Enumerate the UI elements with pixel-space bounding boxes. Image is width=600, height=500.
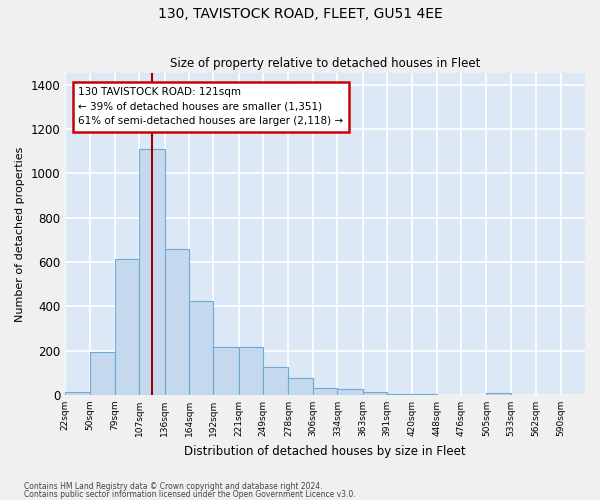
Text: 130 TAVISTOCK ROAD: 121sqm
← 39% of detached houses are smaller (1,351)
61% of s: 130 TAVISTOCK ROAD: 121sqm ← 39% of deta… [78, 86, 343, 126]
Bar [189, 300, 214, 395]
Bar [89, 352, 115, 395]
Y-axis label: Number of detached properties: Number of detached properties [15, 146, 25, 322]
Bar [289, 378, 313, 395]
Bar [337, 390, 362, 395]
Text: 130, TAVISTOCK ROAD, FLEET, GU51 4EE: 130, TAVISTOCK ROAD, FLEET, GU51 4EE [158, 8, 442, 22]
Bar [239, 348, 263, 395]
Bar [412, 394, 437, 395]
Bar [139, 149, 164, 395]
Bar [164, 248, 189, 395]
Text: Contains HM Land Registry data © Crown copyright and database right 2024.: Contains HM Land Registry data © Crown c… [24, 482, 323, 491]
Bar [214, 348, 239, 395]
Bar [65, 392, 89, 395]
Text: Contains public sector information licensed under the Open Government Licence v3: Contains public sector information licen… [24, 490, 356, 499]
Bar [387, 394, 412, 395]
Bar [263, 367, 289, 395]
X-axis label: Distribution of detached houses by size in Fleet: Distribution of detached houses by size … [184, 444, 466, 458]
Bar [115, 258, 139, 395]
Bar [313, 388, 337, 395]
Title: Size of property relative to detached houses in Fleet: Size of property relative to detached ho… [170, 56, 480, 70]
Bar [487, 392, 511, 395]
Bar [362, 392, 387, 395]
